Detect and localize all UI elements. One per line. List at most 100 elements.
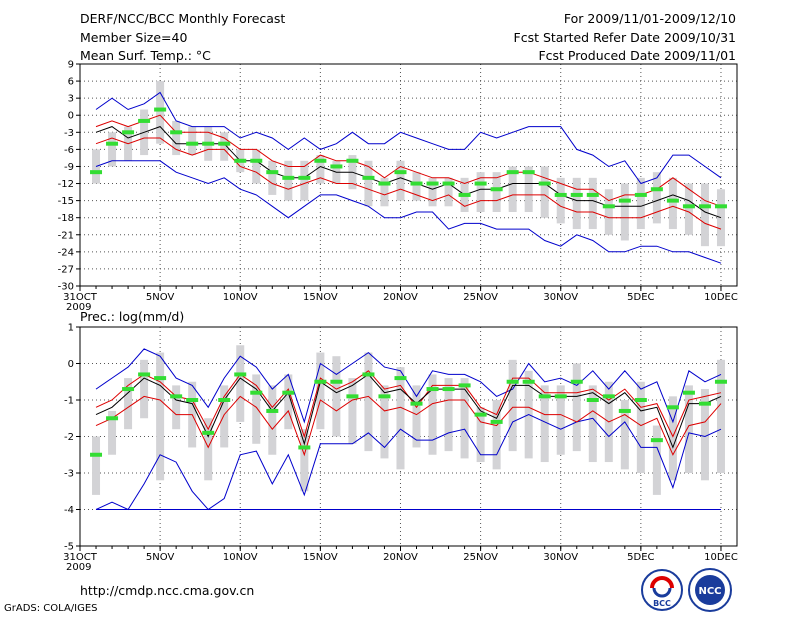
x-tick-label: 31OCT bbox=[63, 292, 98, 303]
median-marker bbox=[522, 379, 535, 384]
box bbox=[204, 418, 213, 481]
median-marker bbox=[458, 383, 471, 388]
box bbox=[636, 177, 645, 230]
median-marker bbox=[714, 204, 727, 209]
forecast-period-label: For 2009/11/01-2009/12/10 bbox=[563, 11, 736, 26]
box bbox=[540, 166, 549, 218]
box bbox=[108, 132, 117, 167]
box bbox=[124, 378, 133, 430]
median-marker bbox=[650, 438, 663, 443]
box bbox=[220, 132, 229, 161]
box bbox=[540, 385, 549, 463]
box bbox=[108, 410, 117, 455]
median-marker bbox=[138, 118, 151, 123]
x-tick-label: 5DEC bbox=[627, 292, 654, 303]
member-size-label: Member Size=40 bbox=[80, 30, 188, 45]
box bbox=[412, 385, 421, 448]
median-marker bbox=[394, 170, 407, 175]
median-marker bbox=[554, 192, 567, 197]
box bbox=[156, 81, 165, 144]
variable-label: Mean Surf. Temp.: °C bbox=[80, 48, 211, 63]
bcc-logo-text: BCC bbox=[653, 599, 671, 608]
y-tick-label: -4 bbox=[64, 505, 74, 516]
median-marker bbox=[250, 390, 263, 395]
x-tick-label: 5NOV bbox=[146, 292, 175, 303]
median-marker bbox=[330, 164, 343, 169]
median-marker bbox=[554, 394, 567, 399]
y-tick-label: 9 bbox=[68, 60, 74, 71]
median-marker bbox=[634, 398, 647, 402]
box bbox=[156, 352, 165, 481]
median-marker bbox=[346, 394, 359, 399]
median-marker bbox=[682, 390, 695, 395]
box bbox=[636, 381, 645, 473]
box bbox=[284, 374, 293, 430]
box bbox=[620, 400, 629, 470]
box bbox=[684, 183, 693, 235]
box bbox=[668, 177, 677, 230]
y-tick-label: -1 bbox=[64, 396, 74, 407]
y-tick-label: 0 bbox=[68, 359, 74, 370]
logos: BCC NCC bbox=[641, 568, 732, 612]
median-marker bbox=[122, 387, 135, 392]
box bbox=[428, 177, 437, 207]
x-tick-label: 5DEC bbox=[627, 552, 654, 563]
median-marker bbox=[234, 372, 247, 377]
box bbox=[604, 189, 613, 235]
x-tick-label: 25NOV bbox=[463, 292, 498, 303]
x-tick-label: 25NOV bbox=[463, 552, 498, 563]
box bbox=[220, 385, 229, 448]
x-tick-label: 5NOV bbox=[146, 552, 175, 563]
x-tick-label: 10DEC bbox=[704, 552, 738, 563]
box bbox=[460, 378, 469, 459]
median-marker bbox=[250, 158, 263, 163]
box bbox=[556, 177, 565, 224]
median-marker bbox=[394, 376, 407, 381]
median-marker bbox=[90, 452, 103, 457]
median-marker bbox=[698, 204, 711, 209]
y-tick-label: -12 bbox=[58, 179, 74, 190]
median-marker bbox=[618, 198, 631, 203]
median-marker bbox=[490, 419, 503, 424]
y-tick-label: -3 bbox=[64, 128, 74, 139]
y-tick-label: -15 bbox=[58, 196, 74, 207]
mean-line bbox=[95, 373, 722, 449]
box bbox=[412, 172, 421, 201]
box bbox=[396, 367, 405, 470]
mean-line bbox=[95, 126, 722, 219]
box bbox=[236, 345, 245, 422]
x-year-label: 2009 bbox=[66, 562, 91, 573]
box bbox=[444, 177, 453, 207]
y-tick-label: 6 bbox=[68, 77, 74, 88]
x-tick-label: 20NOV bbox=[383, 292, 418, 303]
median-marker bbox=[298, 445, 311, 450]
median-marker bbox=[234, 158, 247, 163]
median-marker bbox=[426, 181, 439, 186]
source-url[interactable]: http://cmdp.ncc.cma.gov.cn bbox=[80, 583, 255, 598]
y-tick-label: -3 bbox=[64, 469, 74, 480]
box bbox=[684, 385, 693, 473]
max-line bbox=[95, 348, 722, 424]
median-marker bbox=[154, 107, 167, 112]
box bbox=[668, 396, 677, 481]
median-marker bbox=[298, 175, 311, 180]
box bbox=[444, 378, 453, 452]
median-marker bbox=[570, 192, 583, 197]
median-marker bbox=[522, 170, 535, 175]
box bbox=[620, 183, 629, 241]
median-marker bbox=[426, 387, 439, 392]
max-line bbox=[95, 91, 722, 185]
x-year-label: 2009 bbox=[66, 302, 91, 313]
min-line bbox=[95, 160, 722, 264]
box bbox=[508, 166, 517, 212]
box bbox=[188, 126, 197, 156]
median-marker bbox=[186, 141, 199, 146]
spread-lower-line bbox=[95, 395, 722, 457]
ncc-logo-text: NCC bbox=[698, 586, 721, 597]
y-tick-label: -5 bbox=[64, 542, 74, 553]
prec-panel-title: Prec.: log(mm/d) bbox=[80, 309, 185, 324]
box bbox=[652, 172, 661, 224]
x-tick-label: 30NOV bbox=[543, 552, 578, 563]
